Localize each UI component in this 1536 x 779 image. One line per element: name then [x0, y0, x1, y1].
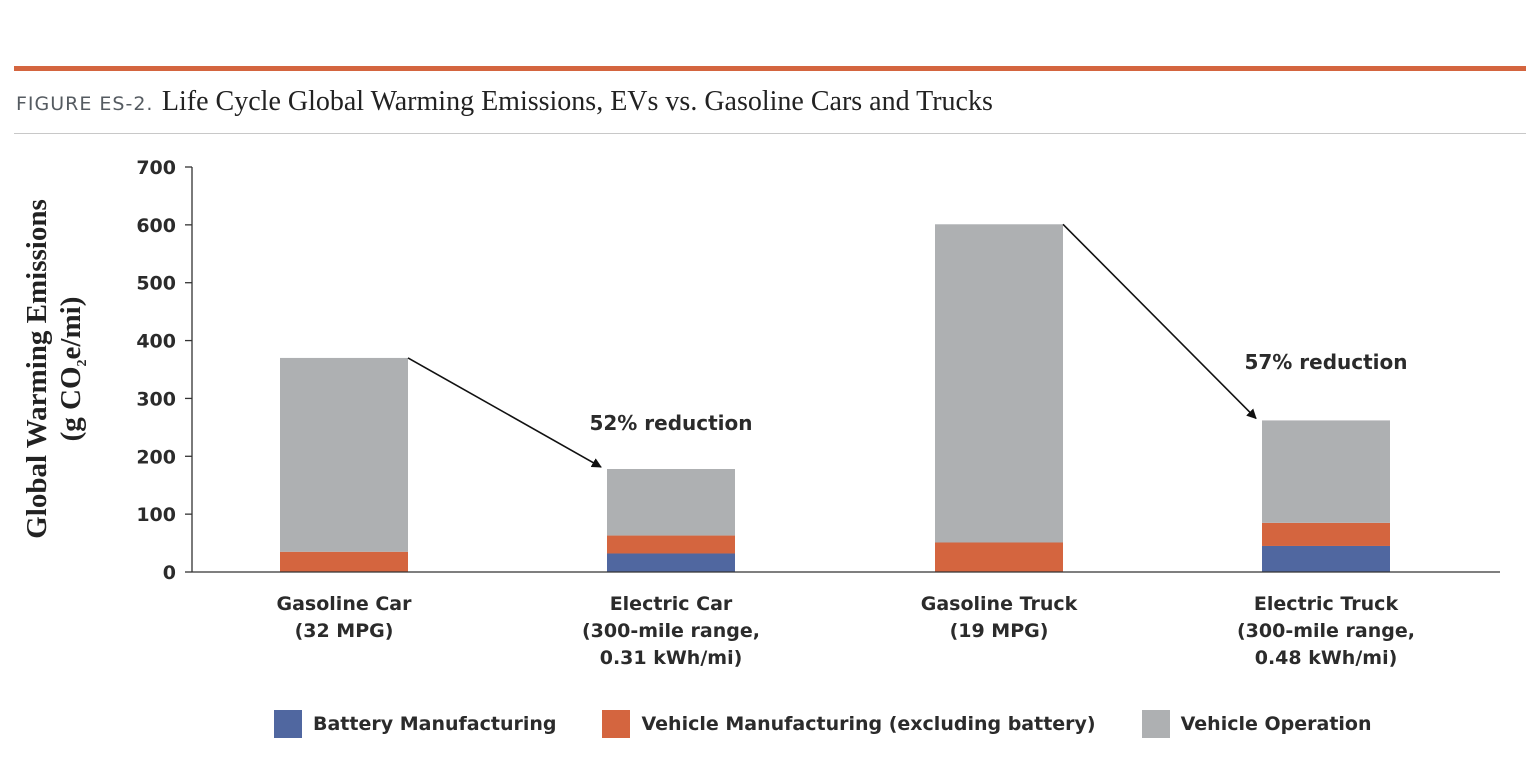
- figure-title: Life Cycle Global Warming Emissions, EVs…: [161, 86, 993, 117]
- top-accent-rule: [14, 66, 1526, 71]
- bar-segment: [280, 357, 408, 552]
- legend-swatch-battery: [274, 710, 302, 738]
- legend-item-vehicle-manufacturing: Vehicle Manufacturing (excluding battery…: [602, 710, 1096, 738]
- bar-segment: [1262, 545, 1390, 572]
- bar-segment: [607, 469, 735, 536]
- y-tick-label: 700: [136, 157, 176, 179]
- x-tick-label: (300-mile range,: [1237, 620, 1415, 642]
- bar-segment: [935, 224, 1063, 543]
- bar-segment: [607, 535, 735, 554]
- y-tick-label: 200: [136, 446, 176, 468]
- x-tick-label: Electric Car: [610, 593, 733, 615]
- y-axis-title-line2: (g CO: [55, 366, 87, 441]
- x-tick-label: (300-mile range,: [582, 620, 760, 642]
- bar-segment: [1262, 522, 1390, 546]
- bar-segment: [280, 551, 408, 572]
- legend-item-battery: Battery Manufacturing: [274, 710, 556, 738]
- y-axis-title-subscript: 2: [75, 359, 90, 366]
- legend-label-battery: Battery Manufacturing: [313, 713, 557, 735]
- x-tick-label: Gasoline Truck: [921, 593, 1078, 615]
- title-divider: [14, 133, 1526, 134]
- x-tick-label: Gasoline Car: [277, 593, 413, 615]
- x-tick-label: (19 MPG): [950, 620, 1049, 642]
- reduction-arrow: [1062, 223, 1257, 420]
- reduction-label: 57% reduction: [1244, 350, 1407, 374]
- legend-swatch-vehicle-operation: [1141, 710, 1170, 738]
- bar-segment: [607, 553, 735, 572]
- bar-segment: [1262, 420, 1390, 523]
- reduction-arrow: [407, 357, 602, 468]
- y-tick-label: 500: [136, 273, 176, 295]
- x-tick-label: 0.48 kWh/mi): [1255, 647, 1398, 669]
- reduction-label: 52% reduction: [589, 411, 752, 435]
- legend-swatch-vehicle-manufacturing: [602, 710, 631, 738]
- figure-header: FIGURE ES-2. Life Cycle Global Warming E…: [16, 86, 993, 118]
- legend: Battery Manufacturing Vehicle Manufactur…: [274, 708, 1372, 740]
- legend-label-vehicle-manufacturing: Vehicle Manufacturing (excluding battery…: [641, 713, 1096, 735]
- x-tick-label: 0.31 kWh/mi): [600, 647, 743, 669]
- y-axis-title-line1: Global Warming Emissions: [21, 199, 53, 539]
- y-axis-title-unit: e/mi): [55, 297, 87, 360]
- y-tick-label: 600: [136, 215, 176, 237]
- x-tick-label: Electric Truck: [1254, 593, 1399, 615]
- legend-item-vehicle-operation: Vehicle Operation: [1141, 710, 1372, 738]
- y-tick-label: 0: [163, 562, 176, 584]
- y-tick-label: 400: [136, 331, 176, 353]
- bar-segment: [935, 542, 1063, 572]
- y-axis-title: Global Warming Emissions(g CO2e/mi): [21, 199, 90, 539]
- figure-label: FIGURE ES-2.: [16, 93, 154, 115]
- y-tick-label: 300: [136, 388, 176, 410]
- legend-label-vehicle-operation: Vehicle Operation: [1180, 713, 1372, 735]
- y-tick-label: 100: [136, 504, 176, 526]
- x-tick-label: (32 MPG): [295, 620, 394, 642]
